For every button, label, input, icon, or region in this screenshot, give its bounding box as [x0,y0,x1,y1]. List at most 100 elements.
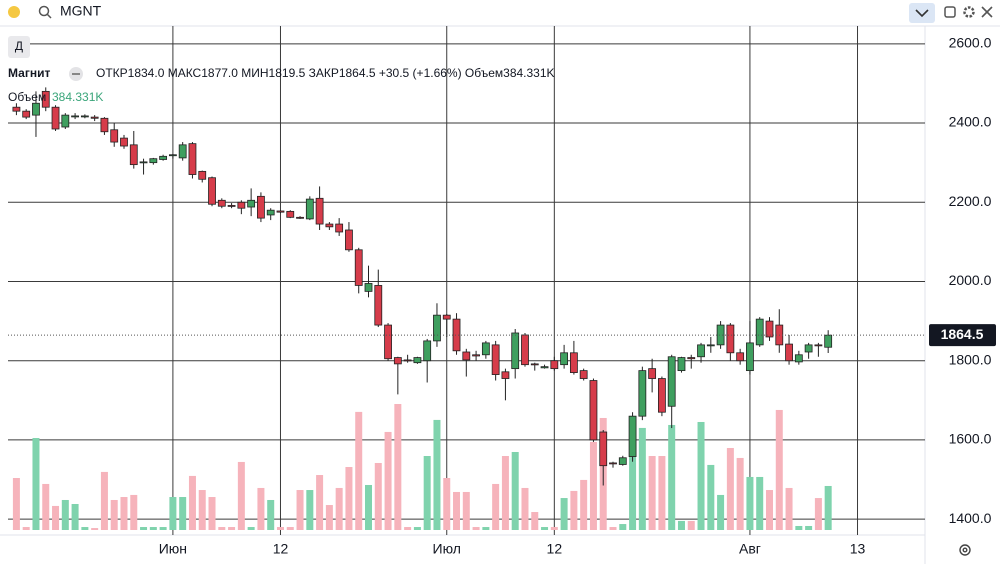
volume-bar [550,527,558,530]
candle-body [628,415,637,457]
candle-body [198,170,207,180]
symbol[interactable]: MGNT [60,3,102,19]
candle-body [266,209,275,216]
candle-body [12,106,21,112]
volume-bar [276,527,284,530]
candle-body [589,380,598,441]
last-price-tag [929,324,996,347]
volume-bar [433,419,441,530]
candle-body [217,199,226,207]
axis-settings[interactable] [959,544,971,556]
candle-body [785,343,793,362]
y-tick-label: 1600.0 [949,431,992,447]
candle-body [413,357,422,364]
y-tick-label: 2200.0 [949,193,992,209]
volume-bar [658,456,666,530]
volume-bar [130,494,138,530]
volume-bar [453,491,461,530]
volume-bar [42,483,50,530]
volume-bar [629,441,637,530]
candle-body [452,318,461,352]
volume-bar [81,527,89,530]
candle-body [80,115,89,118]
candle-body [677,357,686,372]
volume-bar [394,404,402,530]
volume-bar [140,527,148,530]
volume-legend-value: 384.331K [52,90,103,104]
candle-body [755,318,764,346]
volume-bar [482,527,490,530]
volume-bar [169,497,177,530]
volume-bar [316,475,324,530]
volume-bar [638,427,646,530]
volume-bar [511,451,519,530]
legend-ohlc: ОТКР1834.0 МАКС1877.0 МИН1819.5 ЗАКР1864… [96,66,555,80]
candle-body [129,144,138,166]
candle-body [364,283,373,292]
candle-body [61,114,70,128]
candle-body [345,229,353,251]
volume-bar [756,476,764,530]
x-tick-label: 12 [273,541,289,557]
candle-body [794,354,803,363]
interval[interactable]: Д [15,39,23,53]
volume-bar [325,505,333,530]
candle-body [697,344,705,358]
volume-bar [570,490,578,530]
x-tick-label: Авг [739,541,761,557]
settings-button[interactable] [963,6,975,18]
volume-bar [404,527,412,530]
interval-button[interactable] [8,36,30,58]
candle-body [667,356,676,407]
candle-body [472,354,480,357]
volume-bar [345,467,353,530]
candle-body [354,249,363,286]
volume-bar [775,409,783,530]
candle-body [560,352,569,366]
dropdown-button[interactable] [909,3,935,23]
candle-body [765,320,774,338]
candle-body [305,198,314,220]
volume-bar [677,520,685,530]
candle-body [120,137,128,147]
candle-body [178,144,187,159]
volume-bar [726,447,734,530]
candle-body [501,371,510,379]
volume-bar [736,457,744,530]
window-button[interactable] [944,6,956,18]
volume-bar [746,476,754,530]
volume-bar [531,512,539,530]
y-tick-label: 1400.0 [949,510,992,526]
volume-bar [71,503,79,530]
candle-body [296,216,304,219]
volume-bar [218,527,226,530]
volume-bar [374,462,382,530]
candle-body [325,223,334,228]
volume-bar [100,471,108,530]
close-button[interactable] [981,6,993,18]
candle-body [599,431,608,467]
volume-bar [765,490,773,530]
candle-body [393,357,402,365]
candle-body [257,195,265,219]
volume-bar [687,520,695,530]
candle-body [335,223,344,233]
candle-body [648,368,657,379]
volume-bar [237,461,245,530]
x-tick-label: Июл [433,541,461,557]
candle-body [481,342,490,356]
candle-body [618,457,627,465]
candle-body [139,161,148,164]
volume-bar [795,525,803,530]
volume-bar [668,424,676,530]
candle-body [530,363,539,366]
candle-body [658,378,666,413]
candle-body [804,344,813,353]
volume-bar [149,527,157,530]
search-icon[interactable] [38,5,52,19]
volume-bar [120,497,128,530]
candle-body [227,205,236,207]
candle-body [247,199,256,208]
candle-body [638,370,647,417]
candle-body [276,210,285,213]
